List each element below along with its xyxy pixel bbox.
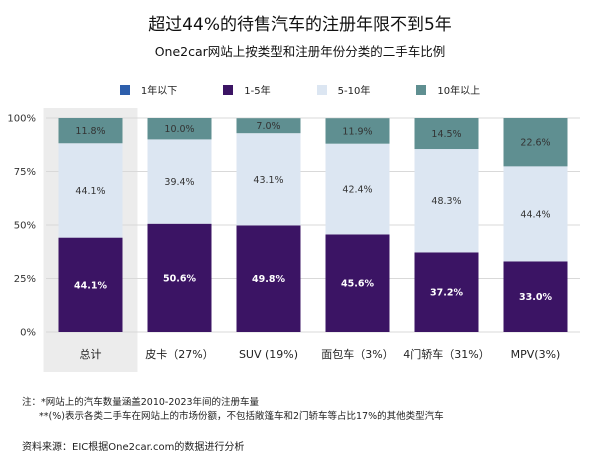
data-label: 11.8%	[75, 126, 105, 137]
x-category-label: SUV (19%)	[239, 348, 298, 361]
bar-segment	[325, 118, 390, 144]
data-label: 44.1%	[75, 186, 105, 197]
data-label: 44.4%	[520, 209, 550, 220]
bar-segment	[58, 143, 123, 238]
legend-swatch-1-5-years	[223, 84, 234, 95]
bar-segment	[503, 118, 568, 167]
data-label: 49.8%	[252, 274, 285, 285]
y-tick-label: 25%	[14, 274, 36, 285]
legend-label-over-10-years: 10年以上	[437, 86, 481, 97]
bar-segment	[503, 261, 568, 332]
legend-swatch-5-10-years	[316, 84, 327, 95]
data-label: 39.4%	[164, 177, 194, 188]
footnotes: 注：*网站上的汽车数量涵盖2010-2023年间的注册车量 **(%)表示各类二…	[22, 396, 444, 424]
legend-item-under-1-year: 1年以下	[119, 82, 178, 97]
stacked-bar-chart: 0% 25% 50% 75% 100% 44.1% 44.1% 11.8% 总计 50.6% 39.…	[7, 108, 580, 372]
bar-segment	[236, 225, 301, 332]
bar-segment	[58, 118, 123, 144]
legend-label-under-1-year: 1年以下	[140, 86, 178, 97]
data-label: 48.3%	[431, 196, 461, 207]
y-tick-label: 50%	[14, 221, 36, 232]
footnote-2: **(%)表示各类二手车在网站上的市场份额，不包括敞篷车和2门轿车等占比17%的…	[39, 411, 444, 422]
legend-swatch-over-10-years	[416, 84, 427, 95]
bar-segment	[147, 223, 212, 332]
bar-segment	[503, 166, 568, 262]
data-label: 7.0%	[256, 121, 280, 132]
y-tick-label: 100%	[7, 114, 36, 125]
chart-subtitle: One2car网站上按类型和注册年份分类的二手车比例	[154, 44, 446, 59]
source-note: 资料来源：EIC根据One2car.com的数据进行分析	[22, 442, 245, 453]
footnote-1: 注：*网站上的汽车数量涵盖2010-2023年间的注册车量	[22, 397, 260, 408]
legend-item-5-10-years: 5-10年	[316, 82, 371, 97]
legend: 1年以下 1-5年 5-10年 10年以上	[0, 82, 600, 97]
data-label: 22.6%	[520, 138, 550, 149]
bar-segment	[325, 234, 390, 332]
legend-item-over-10-years: 10年以上	[416, 82, 480, 97]
bar-segment	[414, 149, 479, 253]
x-category-label: 皮卡（27%）	[145, 348, 213, 361]
legend-item-1-5-years: 1-5年	[223, 82, 271, 97]
bar-segment	[414, 118, 479, 150]
y-tick-label: 75%	[14, 167, 36, 178]
data-label: 14.5%	[431, 129, 461, 140]
data-label: 11.9%	[342, 126, 372, 137]
chart-title: 超过44%的待售汽车的注册年限不到5年	[148, 15, 452, 35]
x-category-label: 面包车（3%）	[321, 347, 393, 361]
x-category-label: 总计	[80, 347, 102, 361]
data-label: 42.4%	[342, 185, 372, 196]
data-label: 10.0%	[164, 124, 194, 135]
x-category-label: MPV(3%)	[511, 348, 561, 361]
data-label: 37.2%	[430, 288, 463, 299]
legend-swatch-under-1-year	[119, 84, 130, 95]
bar-segment	[414, 252, 479, 332]
x-category-label: 4门轿车（31%）	[403, 347, 489, 361]
data-label: 33.0%	[519, 292, 552, 303]
bar-segment	[236, 133, 301, 226]
data-label: 45.6%	[341, 279, 374, 290]
bar-segment	[236, 118, 301, 134]
bar-segment	[147, 118, 212, 140]
legend-label-5-10-years: 5-10年	[337, 86, 371, 97]
data-label: 43.1%	[253, 175, 283, 186]
bar-segment	[58, 237, 123, 332]
y-tick-label: 0%	[20, 328, 36, 339]
data-label: 44.1%	[74, 280, 107, 291]
bar-segment	[147, 139, 212, 224]
legend-label-1-5-years: 1-5年	[244, 86, 271, 97]
data-label: 50.6%	[163, 273, 196, 284]
bar-segment	[325, 143, 390, 235]
